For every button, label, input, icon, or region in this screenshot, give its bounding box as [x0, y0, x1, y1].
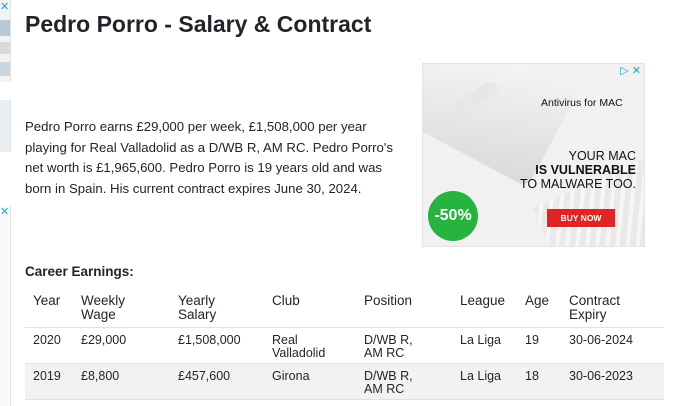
- advertisement[interactable]: ▷ ✕ Antivirus for MAC YOUR MAC IS VULNER…: [422, 63, 645, 247]
- column-header: Position: [356, 291, 452, 328]
- column-header: Year: [25, 291, 73, 328]
- adchoices-icon[interactable]: ▷ ✕: [620, 65, 641, 77]
- side-ad-bottom[interactable]: ✕: [0, 206, 11, 406]
- table-header-row: Year Weekly Wage Yearly Salary Club Posi…: [25, 291, 664, 328]
- cell-club: Real Valladolid: [264, 327, 356, 364]
- column-header: Yearly Salary: [170, 291, 264, 328]
- cell-weekly-wage: £29,000: [73, 327, 170, 364]
- cell-club: Girona: [264, 363, 356, 400]
- column-header: League: [452, 291, 517, 328]
- side-ad-image: [0, 20, 10, 36]
- cell-year: 2020: [25, 327, 73, 364]
- career-earnings-table: Year Weekly Wage Yearly Salary Club Posi…: [25, 291, 664, 400]
- cell-age: 19: [517, 327, 561, 364]
- cell-year: 2019: [25, 363, 73, 400]
- cell-position: D/WB R, AM RC: [356, 363, 452, 400]
- cell-weekly-wage: £8,800: [73, 363, 170, 400]
- column-header: Weekly Wage: [73, 291, 170, 328]
- table-row: 2019 £8,800 £457,600 Girona D/WB R, AM R…: [25, 363, 664, 400]
- side-ad-top[interactable]: ✕: [0, 0, 11, 82]
- close-icon[interactable]: ✕: [0, 1, 10, 13]
- player-bio: Pedro Porro earns £29,000 per week, £1,5…: [25, 119, 394, 196]
- cell-contract-expiry: 30-06-2024: [561, 327, 664, 364]
- career-earnings-heading: Career Earnings:: [25, 264, 134, 279]
- side-ad-image: [0, 62, 10, 76]
- ad-discount-badge: -50%: [428, 191, 478, 241]
- cell-league: La Liga: [452, 363, 517, 400]
- ad-headline-line2: IS VULNERABLE: [535, 163, 636, 177]
- ad-headline-line3: TO MALWARE TOO.: [520, 177, 636, 191]
- ad-headline-line1: YOUR MAC: [568, 149, 636, 163]
- ad-buy-now-button[interactable]: BUY NOW: [547, 209, 615, 227]
- cell-league: La Liga: [452, 327, 517, 364]
- table-row: 2020 £29,000 £1,508,000 Real Valladolid …: [25, 327, 664, 364]
- cell-age: 18: [517, 363, 561, 400]
- page-title: Pedro Porro - Salary & Contract: [25, 11, 372, 37]
- ad-brand: Antivirus for MAC: [541, 97, 623, 109]
- cell-yearly-salary: £1,508,000: [170, 327, 264, 364]
- cell-contract-expiry: 30-06-2023: [561, 363, 664, 400]
- side-ad-middle[interactable]: [0, 100, 11, 152]
- ad-headline: YOUR MAC IS VULNERABLE TO MALWARE TOO.: [423, 149, 636, 191]
- column-header: Club: [264, 291, 356, 328]
- cell-position: D/WB R, AM RC: [356, 327, 452, 364]
- cell-yearly-salary: £457,600: [170, 363, 264, 400]
- column-header: Contract Expiry: [561, 291, 664, 328]
- column-header: Age: [517, 291, 561, 328]
- side-ad-image: [0, 42, 10, 54]
- close-icon[interactable]: ✕: [0, 206, 10, 218]
